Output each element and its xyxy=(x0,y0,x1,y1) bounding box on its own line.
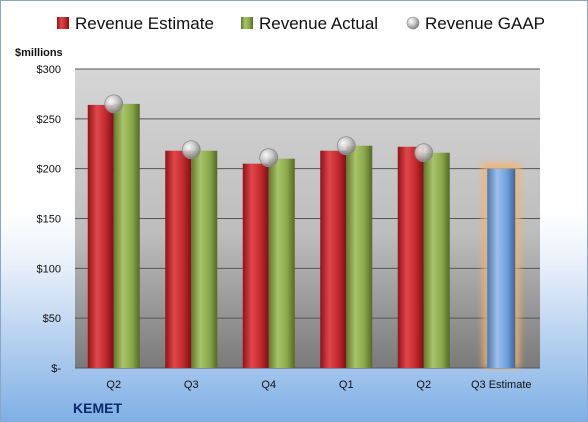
x-tick-label: Q2 xyxy=(416,379,431,391)
company-label: KEMET xyxy=(73,400,122,416)
legend: Revenue Estimate Revenue Actual Revenue GA… xyxy=(57,14,545,33)
y-tick-label: $200 xyxy=(37,164,61,176)
bar-revenue-estimate xyxy=(397,146,424,368)
unit-label: $millions xyxy=(15,47,63,59)
legend-label: Revenue GAAP xyxy=(425,14,545,33)
bar-revenue-forecast xyxy=(487,168,516,368)
bar-revenue-estimate xyxy=(320,150,347,368)
y-tick-label: $150 xyxy=(37,214,61,226)
bar-revenue-actual xyxy=(191,150,218,368)
y-tick-label: $300 xyxy=(37,64,61,76)
bar-revenue-actual xyxy=(113,103,140,368)
bar-revenue-actual xyxy=(423,152,450,368)
x-axis-tick-labels: Q2 Q3 Q4 Q1 Q2 Q3 Estimate xyxy=(106,379,531,391)
bar-revenue-actual xyxy=(346,145,373,368)
marker-revenue-gaap xyxy=(104,94,124,114)
x-tick-label: Q3 Estimate xyxy=(471,379,532,391)
legend-swatch-icon xyxy=(57,17,69,29)
y-tick-label: $50 xyxy=(43,313,61,325)
marker-revenue-gaap xyxy=(259,148,279,168)
x-tick-label: Q1 xyxy=(339,379,354,391)
y-tick-label: $100 xyxy=(37,263,61,275)
x-tick-label: Q3 xyxy=(184,379,199,391)
x-tick-label: Q2 xyxy=(106,379,121,391)
marker-revenue-gaap xyxy=(181,140,201,160)
legend-label: Revenue Actual xyxy=(259,14,378,33)
marker-revenue-gaap xyxy=(414,143,434,163)
marker-revenue-gaap xyxy=(336,136,356,156)
bar-revenue-estimate xyxy=(165,150,192,368)
legend-label: Revenue Estimate xyxy=(75,14,214,33)
y-axis-tick-labels: $- $50 $100 $150 $200 $250 $300 xyxy=(37,64,62,375)
bars xyxy=(87,103,521,368)
bar-revenue-estimate xyxy=(242,163,269,368)
x-tick-label: Q4 xyxy=(261,379,276,391)
bar-revenue-actual xyxy=(268,158,295,368)
y-tick-label: $- xyxy=(51,363,61,375)
grid-lines xyxy=(75,68,540,369)
bar-revenue-estimate xyxy=(87,104,114,368)
y-tick-label: $250 xyxy=(37,114,61,126)
gaap-markers xyxy=(104,94,434,168)
legend-sphere-icon xyxy=(406,16,420,30)
legend-swatch-icon xyxy=(241,17,253,29)
